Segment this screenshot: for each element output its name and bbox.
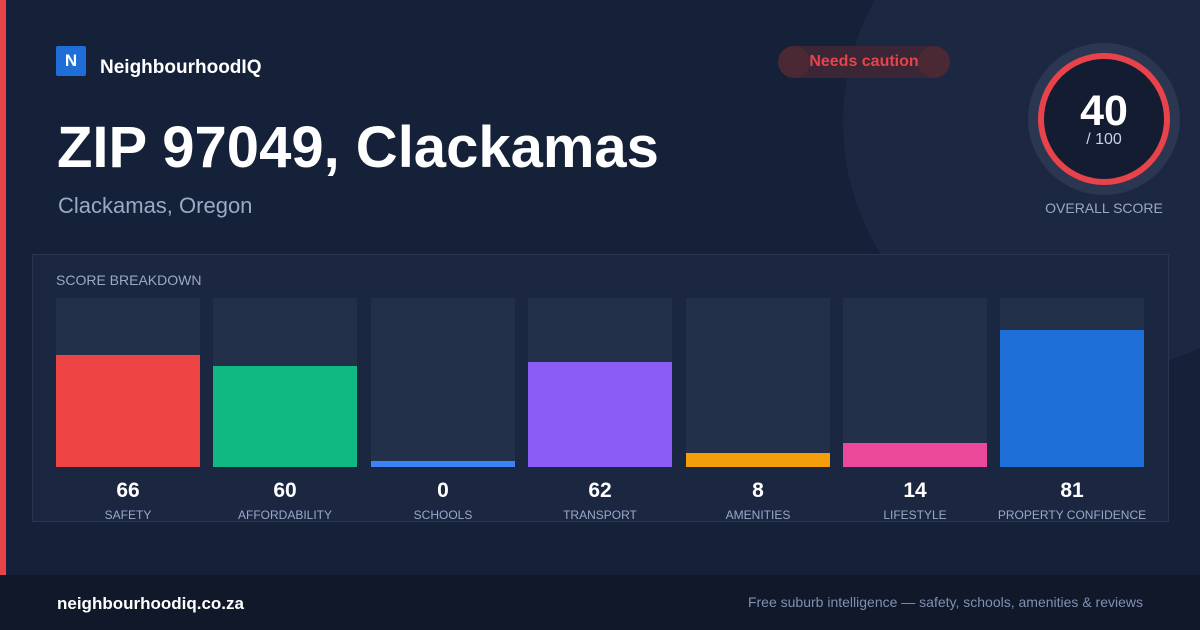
status-badge-label: Needs caution xyxy=(809,53,919,70)
page-title: ZIP 97049, Clackamas xyxy=(57,115,659,180)
score-breakdown-title: SCORE BREAKDOWN xyxy=(56,272,202,288)
status-badge: Needs caution xyxy=(778,46,950,78)
overall-score-value: 40 xyxy=(1080,87,1128,135)
metric-label: SAFETY xyxy=(104,508,152,522)
metric-value: 66 xyxy=(116,479,140,502)
metric-value: 14 xyxy=(903,479,927,502)
metric-bar-track xyxy=(56,298,200,467)
metric-label: AFFORDABILITY xyxy=(237,508,332,522)
metric-value: 81 xyxy=(1060,479,1084,502)
metric-bar-track xyxy=(1000,298,1144,467)
metric-label: PROPERTY CONFIDENCE xyxy=(997,508,1147,522)
metric-bar-track xyxy=(528,298,672,467)
metric-bar-fill xyxy=(371,461,515,467)
footer-tagline: Free suburb intelligence — safety, schoo… xyxy=(747,594,1143,610)
overall-score-gauge: 40 / 100 xyxy=(1028,43,1180,195)
page-subtitle: Clackamas, Oregon xyxy=(58,193,253,218)
metric-bar-fill xyxy=(1000,330,1144,467)
overall-score-ring: 40 / 100 xyxy=(1038,53,1170,185)
brand-logo-icon: N xyxy=(56,46,86,76)
metric-bar-fill xyxy=(686,453,830,467)
brand-name: NeighbourhoodIQ xyxy=(100,57,262,78)
footer-domain: neighbourhoodiq.co.za xyxy=(57,594,244,613)
metric-bar-fill xyxy=(528,362,672,467)
metric-value: 60 xyxy=(273,479,297,502)
metric-label: TRANSPORT xyxy=(563,508,637,522)
metric-label: AMENITIES xyxy=(725,508,791,522)
accent-stripe xyxy=(0,0,6,575)
overall-score-label: OVERALL SCORE xyxy=(1045,200,1163,216)
footer xyxy=(0,575,1200,630)
metric-bar-fill xyxy=(843,443,987,467)
metric-bar-track xyxy=(213,298,357,467)
metric-bar-track xyxy=(843,298,987,467)
metric-bar-fill xyxy=(56,355,200,467)
metric-label: LIFESTYLE xyxy=(883,508,947,522)
metric-bar-track xyxy=(371,298,515,467)
metric-bar-track xyxy=(686,298,830,467)
metric-label: SCHOOLS xyxy=(413,508,473,522)
metric-bar-fill xyxy=(213,366,357,467)
metric-value: 62 xyxy=(588,479,612,502)
metric-value: 8 xyxy=(752,479,764,502)
overall-score-max: / 100 xyxy=(1086,131,1122,148)
metric-value: 0 xyxy=(437,479,449,502)
